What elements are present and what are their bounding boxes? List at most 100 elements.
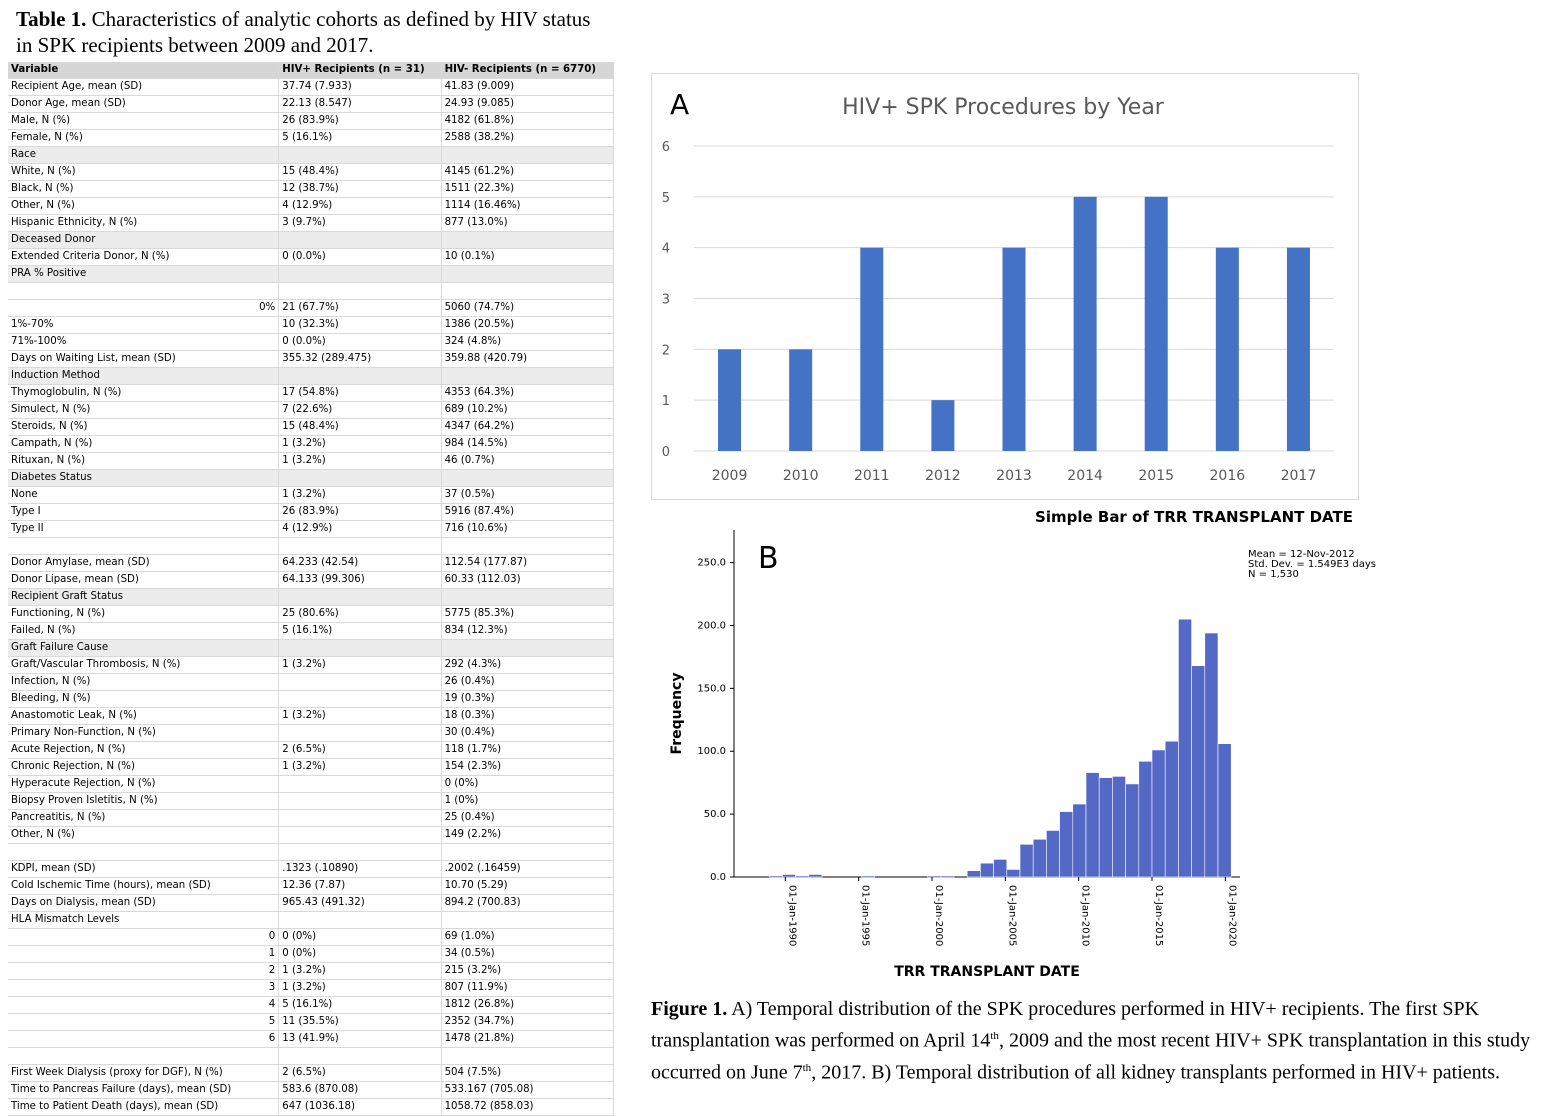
x-tick-label: 2015	[1138, 468, 1174, 484]
table-level-label: 5	[268, 1016, 276, 1027]
histogram-bar	[1072, 803, 1087, 878]
table-cell: 2	[8, 962, 280, 980]
table-caption: Table 1. Characteristics of analytic coh…	[16, 6, 606, 58]
table-section-row: Race	[8, 146, 615, 164]
table-cell	[441, 1047, 615, 1065]
x-tick-label: 01-Jan-2010	[1080, 885, 1091, 946]
table-cell: 5 (16.1%)	[278, 996, 442, 1014]
table-row: 1%-70% 10 (32.3%) 1386 (20.5%)	[8, 316, 615, 334]
table-cell: 149 (2.2%)	[441, 826, 615, 844]
table-row: Pancreatitis, N (%) 25 (0.4%)	[8, 809, 615, 827]
histogram-bar	[1032, 838, 1047, 878]
stats-line: Mean = 12-Nov-2012	[1248, 549, 1355, 560]
figure-caption-mid: , 2009 and the most recent HIV+ SPK tran…	[651, 1029, 1531, 1084]
table-row: Female, N (%) 5 (16.1%) 2588 (38.2%)	[8, 129, 615, 147]
table-cell	[278, 911, 442, 929]
table-row: Donor Age, mean (SD) 22.13 (8.547) 24.93 (…	[8, 95, 615, 113]
table-cell	[278, 1047, 442, 1065]
table-cell: 1114 (16.46%)	[441, 197, 615, 215]
table-cell: 34 (0.5%)	[441, 945, 615, 963]
y-tick-label: 5	[662, 191, 670, 206]
x-axis-label: TRR TRANSPLANT DATE	[894, 964, 1080, 980]
table-cell	[8, 282, 280, 300]
table-header-row: Variable HIV+ Recipients (n = 31) HIV- Rec…	[8, 62, 615, 79]
histogram-bar	[1112, 776, 1126, 878]
table-cell: None	[8, 486, 280, 504]
table-cell: 26 (0.4%)	[441, 673, 615, 691]
bar	[789, 349, 813, 451]
table-cell: 12.36 (7.87)	[278, 877, 442, 895]
table-cell	[278, 792, 442, 810]
table-cell: 4 (12.9%)	[278, 520, 442, 538]
table-cell: Diabetes Status	[8, 469, 280, 487]
table-cell: Infection, N (%)	[8, 673, 280, 691]
x-tick-label: 01-Jan-2000	[933, 885, 944, 946]
chart-a-title: HIV+ SPK Procedures by Year	[842, 95, 1165, 120]
table-row	[8, 282, 615, 300]
table-cell	[441, 469, 615, 487]
table-cell: 26 (83.9%)	[278, 503, 442, 521]
bar	[1215, 247, 1239, 451]
table-cell: PRA % Positive	[8, 265, 280, 283]
table-cell: Type II	[8, 520, 280, 538]
table-cell: Hispanic Ethnicity, N (%)	[8, 214, 280, 232]
table-cell: 4353 (64.3%)	[441, 384, 615, 402]
table-cell: 2 (6.5%)	[278, 1064, 442, 1082]
table-cell: Bleeding, N (%)	[8, 690, 280, 708]
table-cell: Pancreatitis, N (%)	[8, 809, 280, 827]
figure-panel-b: Simple Bar of TRR TRANSPLANT DATE B Mean =…	[650, 508, 1410, 990]
table-cell: Recipient Graft Status	[8, 588, 280, 606]
table-cell: 64.233 (42.54)	[278, 554, 442, 572]
table-cell	[8, 537, 280, 555]
y-tick-label: 4	[662, 242, 670, 257]
table-row: HLA Mismatch Levels	[8, 911, 615, 929]
table-cell: 4182 (61.8%)	[441, 112, 615, 130]
table-row: 6 13 (41.9%) 1478 (21.8%)	[8, 1030, 615, 1048]
table-row: Type I 26 (83.9%) 5916 (87.4%)	[8, 503, 615, 521]
y-tick-label: 6	[662, 140, 670, 155]
table-cell: Donor Lipase, mean (SD)	[8, 571, 280, 589]
chart-b: Simple Bar of TRR TRANSPLANT DATE B Mean =…	[669, 508, 1376, 980]
table-cell: 15 (48.4%)	[278, 418, 442, 436]
table-row: Failed, N (%) 5 (16.1%) 834 (12.3%)	[8, 622, 615, 640]
table-cell: 1 (3.2%)	[278, 707, 442, 725]
table-cell: 41.83 (9.009)	[441, 78, 615, 96]
table-cell: .1323 (.10890)	[278, 860, 442, 878]
y-axis-label: Frequency	[669, 673, 685, 755]
characteristics-table: Variable HIV+ Recipients (n = 31) HIV- Rec…	[8, 62, 615, 1116]
table-level-label: 4	[268, 999, 276, 1010]
figure-caption-pre: A) Temporal distribution of the SPK proc…	[651, 998, 1480, 1052]
x-tick-label: 2014	[1067, 468, 1103, 484]
table-level-label: 2	[268, 965, 276, 976]
table-cell	[441, 282, 615, 300]
table-cell: Hyperacute Rejection, N (%)	[8, 775, 280, 793]
table-cell	[441, 231, 615, 249]
table-row: Other, N (%) 149 (2.2%)	[8, 826, 615, 844]
table-cell: 1 (0%)	[441, 792, 615, 810]
table-row: Days on Dialysis, mean (SD) 965.43 (491.3…	[8, 894, 615, 912]
table-body: Variable HIV+ Recipients (n = 31) HIV- Rec…	[8, 62, 615, 1116]
chart-a: A HIV+ SPK Procedures by Year 0 1 2 3 4 5 6 2009 2…	[662, 88, 1334, 484]
table-row	[8, 843, 615, 861]
table-cell: 292 (4.3%)	[441, 656, 615, 674]
table-cell: Functioning, N (%)	[8, 605, 280, 623]
table-cell: Recipient Age, mean (SD)	[8, 78, 280, 96]
table-cell: 1%-70%	[8, 316, 280, 334]
table-cell: Chronic Rejection, N (%)	[8, 758, 280, 776]
histogram-bar	[1138, 760, 1153, 878]
table-row: 5 11 (35.5%) 2352 (34.7%)	[8, 1013, 615, 1031]
table-cell: 5	[8, 1013, 280, 1031]
table-cell: 11 (35.5%)	[278, 1013, 442, 1031]
table-cell: 359.88 (420.79)	[441, 350, 615, 368]
table-cell: 3 (9.7%)	[278, 214, 442, 232]
histogram-bar	[1046, 830, 1060, 878]
table-section-row: Diabetes Status	[8, 469, 615, 487]
table-row: Male, N (%) 26 (83.9%) 4182 (61.8%)	[8, 112, 615, 130]
table-cell: 1 (3.2%)	[278, 962, 442, 980]
table-cell: Biopsy Proven Isletitis, N (%)	[8, 792, 280, 810]
histogram-bar	[980, 862, 994, 878]
table-cell	[8, 843, 280, 861]
table-cell: 71%-100%	[8, 333, 280, 351]
